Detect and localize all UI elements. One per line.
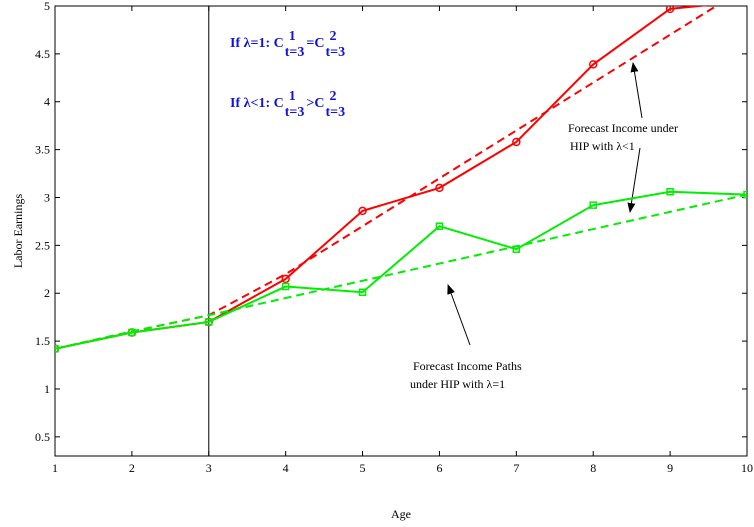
y-tick-label: 4.5	[35, 47, 50, 61]
series-line	[55, 6, 719, 350]
y-tick-label: 1.5	[35, 334, 50, 348]
marker	[358, 206, 367, 216]
marker	[435, 183, 444, 193]
y-tick-label: 3.5	[35, 143, 50, 157]
marker	[588, 60, 598, 69]
x-tick-label: 4	[283, 461, 289, 475]
formula-sup: 2	[329, 89, 336, 104]
formula-sup: 1	[289, 29, 296, 44]
formula-sub: t=3	[325, 105, 345, 120]
marker	[281, 274, 290, 284]
marker	[589, 201, 597, 209]
x-tick-label: 8	[590, 461, 596, 475]
annotation: Forecast Income under	[568, 121, 678, 135]
x-tick-label: 9	[667, 461, 673, 475]
marker	[358, 288, 367, 297]
plot-series	[55, 0, 751, 354]
formula-text: >C	[306, 96, 324, 111]
formula-sup: 2	[329, 29, 336, 44]
marker	[128, 328, 136, 337]
y-tick-label: 1	[44, 382, 50, 396]
series-line	[55, 6, 710, 350]
formula-sub: t=3	[325, 45, 345, 60]
annotation: HIP with λ<1	[570, 139, 635, 153]
y-axis-label: Labor Earnings	[11, 194, 25, 269]
y-tick-label: 4	[44, 95, 50, 109]
marker	[435, 222, 444, 230]
marker	[665, 6, 675, 14]
y-tick-label: 2	[44, 286, 50, 300]
marker	[205, 318, 213, 326]
y-tick-label: 3	[44, 190, 50, 204]
marker	[512, 137, 521, 147]
marker	[281, 282, 290, 291]
formula-text: If λ=1: C	[230, 36, 284, 51]
series-line	[55, 190, 747, 350]
annotation: under HIP with λ=1	[410, 377, 505, 391]
formula: If λ<1: C 1t=3>C 2t=3	[230, 89, 345, 120]
formula-text: =C	[306, 36, 324, 51]
formula-sub: t=3	[285, 45, 305, 60]
marker	[666, 187, 674, 196]
x-tick-label: 10	[741, 461, 753, 475]
x-tick-label: 1	[52, 461, 58, 475]
x-tick-label: 6	[436, 461, 442, 475]
annotation: Forecast Income Paths	[413, 359, 522, 373]
y-tick-label: 5	[44, 0, 50, 13]
formula-sub: t=3	[285, 105, 305, 120]
formula-sup: 1	[289, 89, 296, 104]
formula: If λ=1: C 1t=3=C 2t=3	[230, 29, 345, 60]
y-tick-label: 2.5	[35, 238, 50, 252]
x-tick-label: 7	[513, 461, 519, 475]
plot-frame	[54, 5, 748, 457]
arrows	[447, 62, 643, 346]
x-tick-label: 3	[206, 461, 212, 475]
marker	[744, 0, 751, 5]
y-tick-label: 0.5	[35, 430, 50, 444]
x-tick-label: 5	[360, 461, 366, 475]
series-line	[55, 193, 747, 350]
x-axis-label: Age	[391, 507, 411, 521]
formula-text: If λ<1: C	[230, 96, 284, 111]
x-tick-label: 2	[129, 461, 135, 475]
